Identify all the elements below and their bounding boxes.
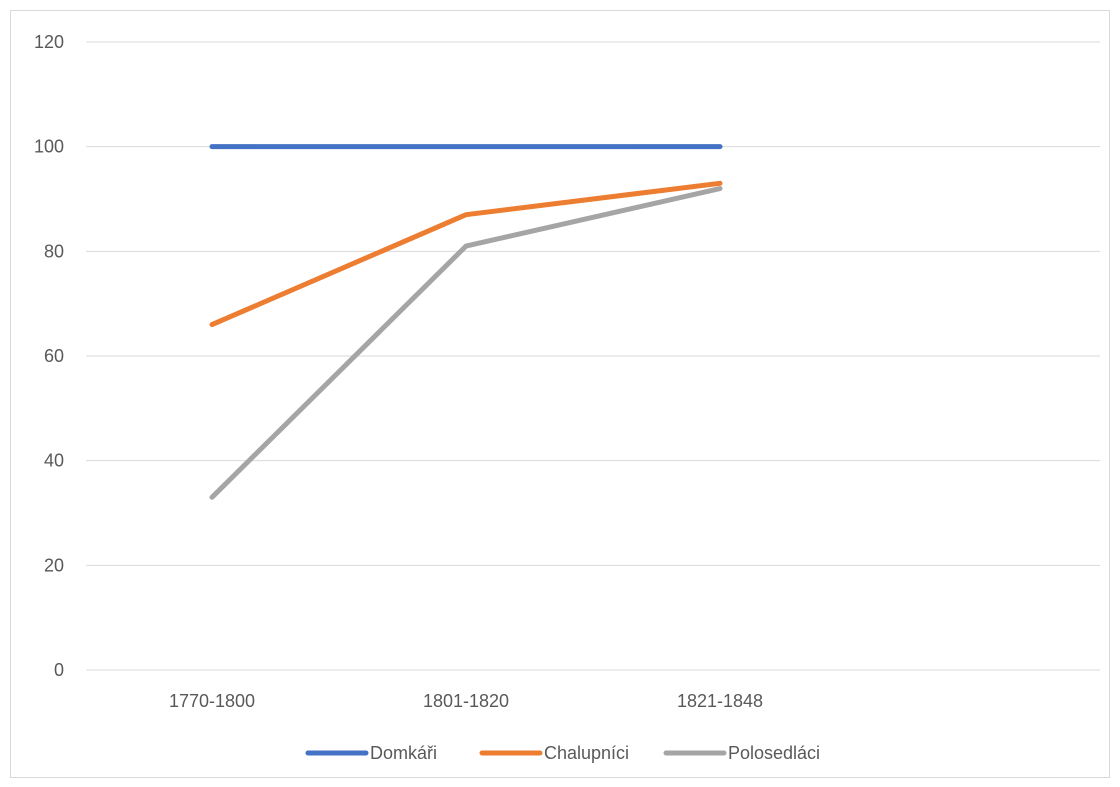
y-tick-label: 40 <box>44 451 64 471</box>
series-lines <box>209 144 723 500</box>
legend-label: Chalupníci <box>544 743 629 763</box>
y-tick-label: 0 <box>54 660 64 680</box>
gridlines <box>86 41 1100 671</box>
y-tick-label: 20 <box>44 555 64 575</box>
series-line-3 <box>209 186 723 500</box>
chart-frame <box>10 10 1110 778</box>
x-tick-label: 1770-1800 <box>169 691 255 711</box>
y-tick-label: 60 <box>44 346 64 366</box>
x-axis-ticks: 1770-1800 1801-1820 1821-1848 <box>169 691 763 711</box>
x-tick-label: 1801-1820 <box>423 691 509 711</box>
y-tick-label: 100 <box>34 137 64 157</box>
y-tick-label: 80 <box>44 241 64 261</box>
y-tick-label: 120 <box>34 32 64 52</box>
legend-label: Polosedláci <box>728 743 820 763</box>
y-axis-ticks: 0 20 40 60 80 100 120 <box>34 32 64 680</box>
legend-label: Domkáři <box>370 743 437 763</box>
legend: Domkáři Chalupníci Polosedláci <box>305 743 820 763</box>
x-tick-label: 1821-1848 <box>677 691 763 711</box>
